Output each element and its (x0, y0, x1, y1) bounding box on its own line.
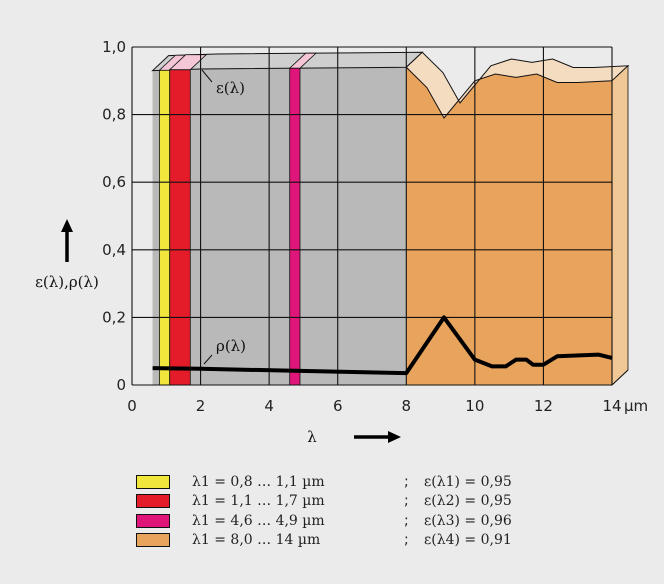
legend-swatch (136, 513, 170, 528)
legend-separator: ; (404, 473, 409, 490)
legend-swatch (136, 474, 170, 489)
x-tick-label: 12 (534, 397, 553, 415)
y-tick-label: 0,4 (102, 241, 126, 259)
legend-emissivity-text: ε(λ3) = 0,96 (424, 512, 512, 529)
y-tick-label: 0,2 (102, 308, 126, 326)
x-tick-label: 10 (465, 397, 484, 415)
legend-separator: ; (404, 493, 409, 510)
x-tick-label: 2 (196, 397, 206, 415)
legend: λ1 = 0,8 … 1,1 µm; ε(λ1) = 0,95 λ1 = 1,1 …… (136, 472, 606, 550)
band-4-side (611, 64, 629, 386)
x-axis-label: λ (307, 428, 317, 446)
rho-series-label: ρ(λ) (216, 337, 246, 355)
y-axis-arrow-head (61, 219, 73, 232)
emissivity-chart: 0 2 4 6 8 10 12 14 0 0,2 0,4 0,6 0,8 1,0 µm λ ε(λ),ρ(λ) ε… (35, 38, 648, 446)
legend-item: λ1 = 0,8 … 1,1 µm; ε(λ1) = 0,95 (136, 472, 606, 492)
legend-range-text: λ1 = 0,8 … 1,1 µm (192, 473, 325, 490)
legend-item: λ1 = 8,0 … 14 µm; ε(λ4) = 0,91 (136, 531, 606, 551)
legend-separator: ; (404, 532, 409, 549)
legend-emissivity-text: ε(λ4) = 0,91 (424, 532, 512, 549)
y-tick-label: 1,0 (102, 38, 126, 56)
band-2-top (168, 54, 208, 71)
band-1 (159, 69, 171, 386)
y-tick-label: 0 (116, 376, 126, 394)
y-tick-label: 0,6 (102, 173, 126, 191)
y-axis-label: ε(λ),ρ(λ) (35, 273, 99, 291)
x-tick-label: 8 (402, 397, 412, 415)
band-2 (169, 69, 191, 386)
eps-series-label: ε(λ) (216, 79, 245, 97)
legend-item: λ1 = 1,1 … 1,7 µm; ε(λ2) = 0,95 (136, 492, 606, 512)
legend-emissivity-text: ε(λ2) = 0,95 (424, 493, 512, 510)
y-tick-label: 0,8 (102, 106, 126, 124)
rho-line (152, 315, 613, 376)
eps-label-leader (201, 69, 213, 83)
band-4 (406, 67, 612, 385)
x-axis-arrow-head (388, 431, 401, 443)
legend-range-text: λ1 = 1,1 … 1,7 µm (192, 493, 325, 510)
legend-range-text: λ1 = 8,0 … 14 µm (192, 532, 321, 549)
legend-emissivity-text: ε(λ1) = 0,95 (424, 473, 512, 490)
legend-item: λ1 = 4,6 … 4,9 µm; ε(λ3) = 0,96 (136, 511, 606, 531)
floor-depth (611, 369, 629, 386)
x-tick-label: 14 (602, 397, 621, 415)
band-3-top (288, 52, 318, 69)
legend-separator: ; (404, 512, 409, 529)
gray-region (152, 67, 407, 385)
legend-swatch (136, 494, 170, 509)
x-tick-label: 6 (333, 397, 343, 415)
x-tick-label: 4 (264, 397, 274, 415)
rho-label-leader (203, 354, 213, 365)
legend-range-text: λ1 = 4,6 … 4,9 µm (192, 512, 325, 529)
band-3 (289, 67, 301, 386)
legend-swatch (136, 533, 170, 548)
x-unit-label: µm (624, 397, 648, 415)
x-tick-label: 0 (127, 397, 137, 415)
